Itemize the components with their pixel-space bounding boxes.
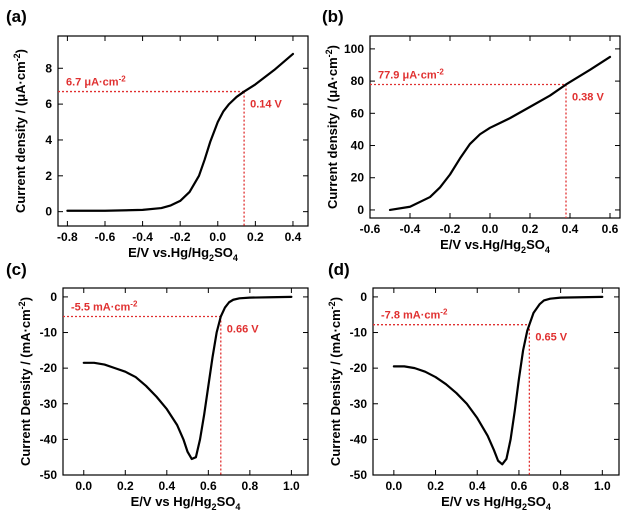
panel-b: (b) -0.6 -0.4 -0.2 0.0 0.2 0.4 0.6 0 20 40 60 80 100 7… (322, 7, 621, 255)
x-tick-label: -0.8 (57, 230, 78, 244)
series-line (66, 52, 295, 212)
y-tick-label: 2 (45, 169, 52, 183)
x-tick-label: 0.6 (602, 222, 619, 236)
annotation-y-value: -7.8 mA·cm-2 (381, 308, 448, 322)
x-tick-label: 0.0 (482, 222, 499, 236)
x-tick-label: 0.0 (209, 230, 226, 244)
y-axis-label: Current Density / (mA·cm-2) (17, 297, 33, 466)
y-tick-label: 4 (45, 133, 52, 147)
y-tick-label: 20 (351, 171, 365, 185)
y-axis-label: Current density / (μA·cm-2) (12, 49, 28, 213)
x-tick-label: -0.2 (170, 230, 191, 244)
y-tick-label: 8 (45, 61, 52, 75)
panel-label-b: (b) (322, 7, 344, 26)
x-tick-label: 0.2 (522, 222, 539, 236)
x-tick-label: -0.6 (360, 222, 381, 236)
y-tick-label: 60 (351, 106, 365, 120)
y-tick-label: 100 (344, 42, 364, 56)
x-tick-label: -0.4 (132, 230, 153, 244)
y-tick-label: 0 (45, 205, 52, 219)
x-tick-label: -0.2 (440, 222, 461, 236)
x-tick-label: 0.8 (552, 479, 569, 493)
y-tick-label: -30 (350, 397, 368, 411)
panel-c: (c) 0.0 0.2 0.4 0.6 0.8 1.0 0 -10 -20 -30 -40 -50 -5.… (6, 260, 309, 512)
x-tick-label: 1.0 (283, 479, 300, 493)
x-tick-label: 0.8 (242, 479, 259, 493)
panel-a: (a) -0.8 -0.6 -0.4 -0.2 0.0 0.2 0.4 0 2 4 6 8 6.7 μA·… (6, 7, 309, 263)
y-tick-label: -30 (40, 397, 58, 411)
series-line (82, 295, 293, 461)
panel-label-a: (a) (6, 7, 27, 26)
x-tick-label: 0.0 (75, 479, 92, 493)
y-tick-label: -50 (350, 468, 368, 482)
annotation-y-value: -5.5 mA·cm-2 (71, 299, 138, 313)
y-axis-label: Current Density / (mA·cm-2) (327, 297, 343, 466)
y-tick-label: 40 (351, 139, 365, 153)
plot-frame (369, 35, 621, 219)
y-tick-label: -10 (350, 326, 368, 340)
y-tick-label: 6 (45, 97, 52, 111)
x-tick-label: 0.0 (386, 479, 403, 493)
y-tick-label: -40 (40, 432, 58, 446)
x-tick-label: 0.6 (200, 479, 217, 493)
annotation-x-value: 0.66 V (227, 323, 259, 335)
x-tick-label: 0.2 (247, 230, 264, 244)
y-tick-label: 0 (50, 290, 57, 304)
panel-d: (d) 0.0 0.2 0.4 0.6 0.8 1.0 0 -10 -20 -30 -40 -50 -7.… (327, 260, 620, 512)
x-tick-label: 0.6 (511, 479, 528, 493)
series-line (388, 55, 612, 212)
x-axis-label: E/V vs Hg/Hg2SO4 (131, 494, 241, 512)
y-axis-label: Current density / (μA·cm-2) (324, 45, 340, 209)
x-axis-label: E/V vs.Hg/Hg2SO4 (128, 245, 238, 263)
annotation-x-value: 0.65 V (535, 332, 567, 344)
y-tick-label: -40 (350, 432, 368, 446)
x-tick-label: 0.4 (469, 479, 486, 493)
y-tick-label: 0 (357, 203, 364, 217)
plot-frame (372, 287, 620, 476)
panel-label-c: (c) (6, 260, 27, 279)
x-tick-label: 0.4 (158, 479, 175, 493)
x-tick-label: 0.4 (562, 222, 579, 236)
x-axis-label: E/V vs Hg/Hg2SO4 (441, 494, 551, 512)
y-tick-label: -20 (40, 361, 58, 375)
x-tick-label: 0.2 (117, 479, 134, 493)
y-tick-label: 0 (360, 290, 367, 304)
y-tick-label: -20 (350, 361, 368, 375)
annotation-y-value: 77.9 μA·cm-2 (378, 67, 444, 81)
x-tick-label: 1.0 (594, 479, 611, 493)
plot-frame (62, 287, 309, 476)
x-tick-label: -0.6 (95, 230, 116, 244)
x-tick-label: -0.4 (400, 222, 421, 236)
annotation-y-value: 6.7 μA·cm-2 (66, 75, 126, 89)
annotation-x-value: 0.14 V (250, 99, 282, 111)
plot-frame (57, 35, 309, 227)
y-tick-label: -10 (40, 326, 58, 340)
x-axis-label: E/V vs.Hg/Hg2SO4 (440, 237, 550, 255)
x-tick-label: 0.2 (427, 479, 444, 493)
series-line (392, 295, 604, 466)
y-tick-label: -50 (40, 468, 58, 482)
panel-label-d: (d) (328, 260, 350, 279)
y-tick-label: 80 (351, 74, 365, 88)
annotation-x-value: 0.38 V (572, 91, 604, 103)
x-tick-label: 0.4 (285, 230, 302, 244)
